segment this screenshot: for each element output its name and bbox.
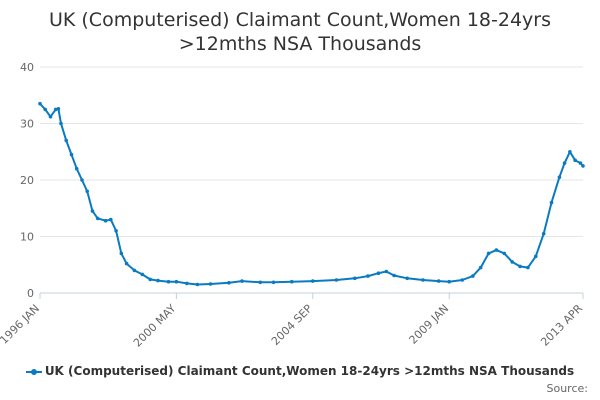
data-point: [103, 218, 108, 223]
data-point: [334, 278, 339, 282]
data-point: [185, 281, 189, 286]
data-point: [174, 279, 179, 284]
legend[interactable]: UK (Computerised) Claimant Count,Women 1…: [0, 364, 600, 378]
data-point: [195, 282, 200, 287]
x-tick-label: 1996 JAN: [0, 302, 42, 347]
data-point: [64, 138, 68, 143]
data-point: [471, 274, 475, 278]
y-tick-label: 30: [20, 118, 34, 131]
data-point: [526, 265, 530, 270]
data-point: [366, 274, 370, 278]
data-point: [581, 164, 585, 168]
data-point: [534, 254, 538, 259]
data-point: [69, 152, 74, 157]
chart-title-line-1: UK (Computerised) Claimant Count,Women 1…: [48, 9, 551, 31]
data-point: [494, 248, 499, 252]
data-point: [562, 161, 567, 165]
data-point: [568, 150, 572, 154]
gridlines: [40, 66, 583, 294]
data-point: [56, 107, 61, 111]
data-point: [486, 251, 491, 256]
x-tick-label: 2000 MAY: [131, 302, 179, 350]
data-point: [59, 121, 63, 126]
data-point: [436, 279, 441, 283]
data-point: [148, 277, 152, 282]
data-point: [573, 158, 577, 162]
data-point: [478, 265, 483, 270]
data-point: [578, 161, 583, 165]
data-point: [74, 166, 79, 171]
legend-label: UK (Computerised) Claimant Count,Women 1…: [44, 364, 575, 378]
data-point: [208, 282, 213, 286]
data-point: [109, 217, 113, 222]
data-point: [541, 231, 546, 236]
source-label: Source:: [546, 382, 589, 395]
data-point: [421, 278, 425, 282]
data-point: [510, 260, 514, 264]
y-axis-ticks: 0 10 20 30 40: [20, 61, 34, 300]
data-point: [140, 272, 145, 277]
data-point: [518, 264, 522, 269]
data-point: [166, 279, 171, 284]
series-layer: [38, 101, 585, 287]
data-point: [311, 279, 315, 283]
data-point: [80, 178, 84, 182]
data-point: [460, 278, 465, 282]
data-point: [405, 276, 410, 281]
data-point: [240, 279, 244, 283]
data-point: [290, 279, 294, 284]
data-point: [38, 101, 42, 106]
y-tick-label: 0: [27, 287, 34, 300]
x-tick-label: 2004 SEP: [269, 302, 315, 348]
data-point: [447, 279, 452, 284]
data-point: [124, 261, 129, 266]
data-point: [156, 278, 160, 283]
data-point: [258, 280, 263, 285]
chart-title-line-2: >12mths NSA Thousands: [178, 33, 422, 55]
data-point: [43, 107, 47, 112]
data-point: [85, 189, 89, 194]
series-line: [39, 103, 584, 286]
data-point: [95, 216, 100, 221]
data-point: [557, 175, 562, 179]
data-point: [392, 273, 396, 278]
data-point: [114, 229, 118, 233]
y-tick-label: 10: [20, 231, 34, 244]
data-point: [48, 114, 53, 119]
data-point: [271, 280, 276, 285]
data-point: [119, 251, 124, 256]
x-axis-ticks: 1996 JAN 2000 MAY 2004 SEP 2009 JAN 2013 APR: [0, 293, 585, 350]
data-point: [132, 268, 137, 273]
legend-marker-icon: [25, 367, 42, 377]
chart-title: UK (Computerised) Claimant Count,Women 1…: [0, 8, 600, 56]
data-point: [90, 209, 95, 213]
data-point: [53, 107, 58, 112]
y-tick-label: 20: [20, 174, 34, 187]
data-point: [384, 269, 389, 274]
data-point: [227, 281, 231, 285]
data-point: [376, 271, 381, 276]
data-point: [502, 251, 507, 256]
x-tick-label: 2013 APR: [538, 302, 585, 349]
x-tick-label: 2009 JAN: [407, 302, 452, 347]
data-point: [353, 276, 357, 281]
data-point: [549, 200, 554, 205]
y-tick-label: 40: [20, 61, 34, 74]
